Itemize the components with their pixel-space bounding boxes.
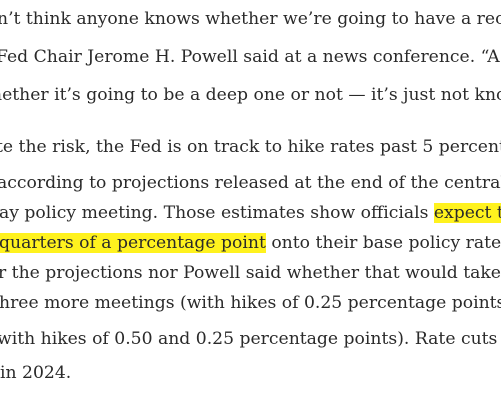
text-line: n’t think anyone knows whether we’re goi… <box>0 4 501 34</box>
text-fragment: n’t think anyone knows whether we’re goi… <box>0 9 501 29</box>
text-line: in 2024. <box>0 358 71 388</box>
text-line: r the projections nor Powell said whethe… <box>0 258 501 288</box>
text-fragment: r the projections nor Powell said whethe… <box>0 263 501 283</box>
text-fragment: according to projections released at the… <box>0 173 501 193</box>
highlighted-text: expect t <box>433 203 501 223</box>
text-line: according to projections released at the… <box>0 168 501 198</box>
text-fragment: ay policy meeting. Those estimates show … <box>0 203 434 223</box>
text-fragment: onto their base policy rate <box>265 233 501 253</box>
text-fragment: Fed Chair Jerome H. Powell said at a new… <box>0 47 500 67</box>
text-line: Fed Chair Jerome H. Powell said at a new… <box>0 42 500 72</box>
text-line: ay policy meeting. Those estimates show … <box>0 198 501 228</box>
text-line: hree more meetings (with hikes of 0.25 p… <box>0 288 501 318</box>
text-line: with hikes of 0.50 and 0.25 percentage p… <box>0 324 501 354</box>
text-fragment: te the risk, the Fed is on track to hike… <box>0 137 501 157</box>
text-line: quarters of a percentage point onto thei… <box>0 228 501 258</box>
text-fragment: hether it’s going to be a deep one or no… <box>0 85 501 105</box>
text-fragment: hree more meetings (with hikes of 0.25 p… <box>0 293 501 313</box>
highlighted-text: quarters of a percentage point <box>0 233 266 253</box>
text-fragment: in 2024. <box>0 363 72 383</box>
text-line: te the risk, the Fed is on track to hike… <box>0 132 501 162</box>
text-line: hether it’s going to be a deep one or no… <box>0 80 501 110</box>
text-fragment: with hikes of 0.50 and 0.25 percentage p… <box>0 329 501 349</box>
